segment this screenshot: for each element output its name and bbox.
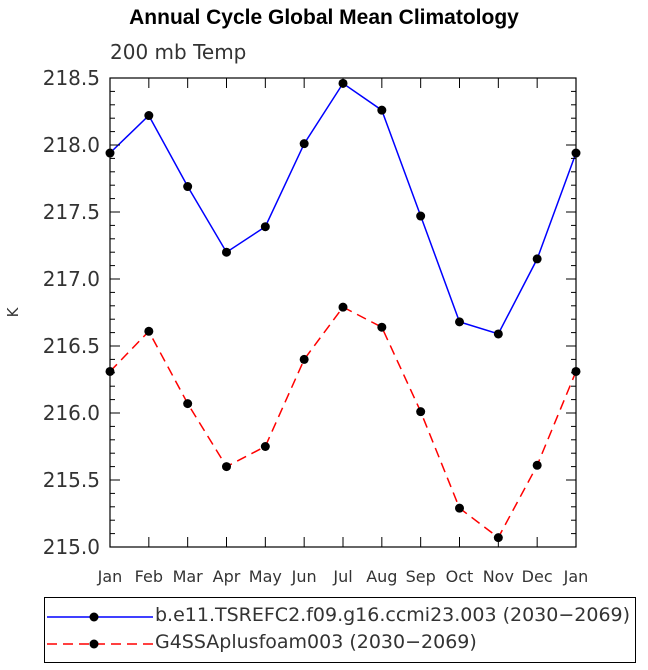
data-point-series-2 [299, 354, 309, 364]
data-point-series-2 [455, 503, 464, 513]
plot-frame [109, 77, 577, 548]
data-point-series-1 [183, 182, 193, 192]
y-tick-label: 216.0 [43, 401, 100, 425]
series-line-2 [109, 306, 577, 539]
y-tick-label: 215.5 [43, 468, 100, 492]
x-tick-label: Mar [173, 567, 204, 586]
data-point-series-1 [377, 105, 387, 115]
data-point-series-2 [416, 407, 426, 417]
y-tick-label: 216.5 [43, 334, 100, 358]
x-tick-label: Jan [97, 567, 123, 586]
y-tick-label: 217.0 [43, 267, 100, 291]
data-point-series-1 [416, 211, 426, 221]
y-tick-label: 218.5 [43, 66, 100, 90]
x-tick-label: Jan [563, 567, 589, 586]
legend-item-series-1: b.e11.TSREFC2.f09.g16.ccmi23.003 (2030−2… [45, 604, 635, 630]
data-point-series-2 [377, 322, 387, 332]
data-point-series-1 [222, 247, 231, 257]
x-tick-label: Aug [366, 567, 397, 586]
x-tick-label: Jun [291, 567, 317, 586]
chart-title: Annual Cycle Global Mean Climatology [129, 6, 519, 29]
data-point-series-1 [455, 317, 464, 327]
x-tick-label: Sep [406, 567, 436, 586]
data-point-series-1 [260, 222, 270, 232]
y-tick-label: 218.0 [43, 133, 100, 157]
y-tick-label: 217.5 [43, 200, 100, 224]
line-chart: 215.0 215.5 216.0 216.5 217.0 217.5 218.0 218.5… [4, 66, 589, 586]
x-tick-label: Nov [483, 567, 514, 586]
x-tick-label: Dec [522, 567, 553, 586]
legend-label-series-1: b.e11.TSREFC2.f09.g16.ccmi23.003 (2030−2… [155, 604, 631, 626]
data-point-series-2 [338, 302, 348, 312]
data-point-series-2 [260, 442, 270, 451]
x-tick-label: Jul [332, 567, 352, 586]
data-point-series-1 [532, 254, 542, 264]
data-point-series-1 [144, 111, 154, 121]
data-point-series-2 [183, 399, 193, 409]
legend-label-series-2: G4SSAplusfoam003 (2030−2069) [155, 631, 477, 653]
x-tick-label: Oct [446, 567, 474, 586]
x-tick-label: Feb [135, 567, 163, 586]
data-point-series-2 [222, 462, 231, 472]
data-point-series-2 [144, 326, 154, 336]
series-line-1 [109, 82, 577, 335]
data-point-series-1 [493, 329, 503, 339]
data-point-series-1 [299, 139, 309, 149]
legend-item-series-2: G4SSAplusfoam003 (2030−2069) [45, 631, 635, 657]
chart-subtitle: 200 mb Temp [110, 40, 247, 64]
data-point-series-2 [532, 460, 542, 470]
y-axis-label: K [4, 306, 22, 317]
chart-legend: b.e11.TSREFC2.f09.g16.ccmi23.003 (2030−2… [44, 597, 636, 663]
x-tick-label: May [249, 567, 282, 586]
x-tick-label: Apr [213, 567, 241, 586]
y-tick-label: 215.0 [43, 535, 100, 559]
